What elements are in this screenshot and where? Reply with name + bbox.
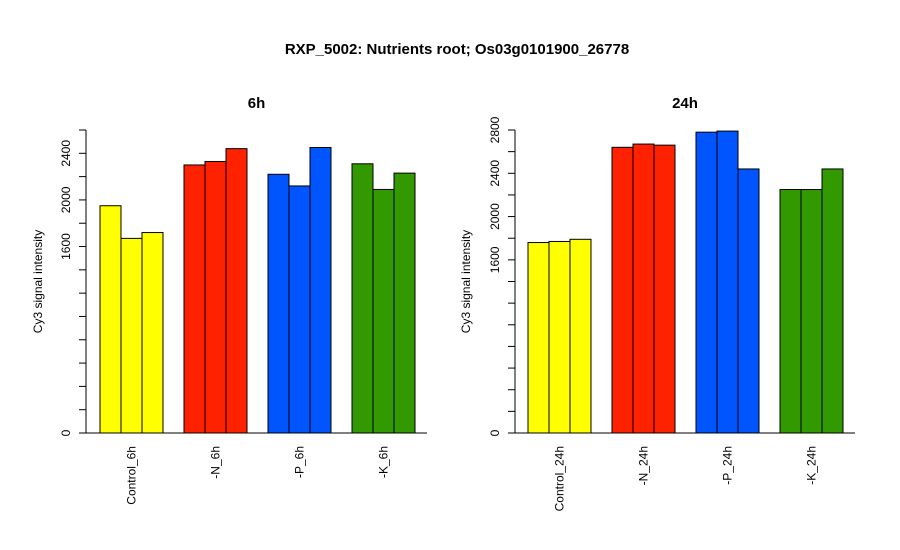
bar: [288, 185, 311, 434]
bar: [695, 131, 718, 434]
y-tick-label: 2800: [488, 116, 502, 143]
category-label: -N_24h: [637, 446, 651, 485]
category-label: Control_24h: [553, 446, 567, 511]
panel-title: 6h: [248, 95, 266, 112]
y-tick-label: 2000: [488, 203, 502, 230]
category-label: -P_24h: [721, 446, 735, 485]
panel-title: 24h: [672, 95, 698, 112]
bar: [569, 238, 592, 434]
y-axis-label: Cy3 signal intensity: [459, 230, 473, 333]
bar: [225, 148, 248, 434]
bar: [309, 146, 332, 434]
bar: [351, 163, 374, 434]
bar: [611, 146, 634, 434]
category-label: -K_6h: [377, 446, 391, 478]
category-label: -N_6h: [209, 446, 223, 479]
bar: [800, 189, 823, 434]
category-label: -K_24h: [805, 446, 819, 485]
category-label: -P_6h: [293, 446, 307, 478]
bar: [120, 237, 143, 434]
bar: [141, 232, 164, 434]
bar: [548, 240, 571, 434]
bar: [204, 160, 227, 434]
y-tick-label: 2400: [59, 140, 73, 167]
bar: [821, 168, 844, 434]
y-tick-label: 0: [59, 429, 73, 436]
y-tick-label: 1600: [59, 233, 73, 260]
bar: [653, 144, 676, 434]
bar: [779, 189, 802, 434]
figure-title: RXP_5002: Nutrients root; Os03g0101900_2…: [285, 41, 629, 58]
bar: [737, 168, 760, 434]
y-tick-label: 0: [488, 429, 502, 436]
y-tick-label: 1600: [488, 246, 502, 273]
chart-panel-24h: 24h 0 1600 2000 2400 2800 Cy3 signal intensity…: [459, 95, 855, 511]
bar: [267, 173, 290, 434]
y-tick-label: 2400: [488, 160, 502, 187]
y-tick-label: 2000: [59, 186, 73, 213]
bar: [632, 143, 655, 434]
bar: [99, 205, 122, 434]
bar: [527, 242, 550, 434]
chart-panel-6h: 6h 0 1600 2000 2400 Cy3 signal intensity Contr…: [31, 95, 427, 505]
y-axis-label: Cy3 signal intensity: [31, 230, 45, 333]
category-label: Control_6h: [125, 446, 139, 505]
bar: [716, 130, 739, 434]
bar: [372, 188, 395, 434]
bar: [393, 172, 416, 434]
bar: [183, 164, 206, 434]
